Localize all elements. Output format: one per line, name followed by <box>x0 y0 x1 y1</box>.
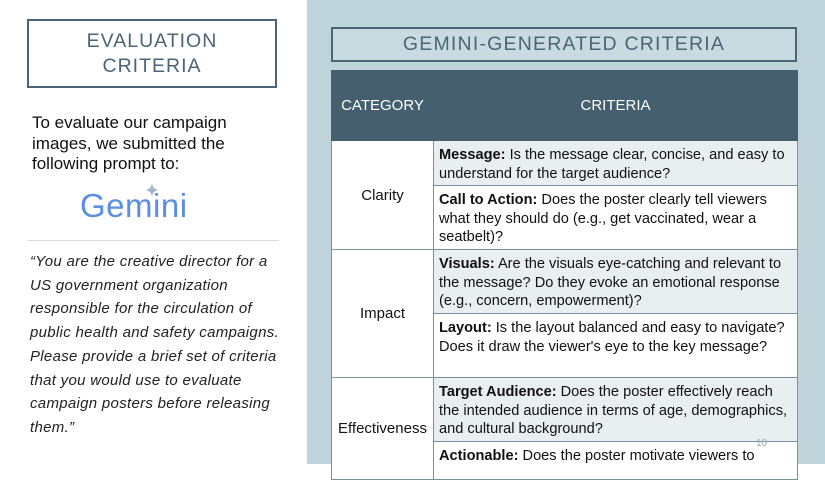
category-cell: Effectiveness <box>331 377 434 480</box>
prompt-quote: “You are the creative director for a US … <box>30 253 279 436</box>
criteria-cell: Layout: Is the layout balanced and easy … <box>433 313 798 379</box>
sparkle-icon <box>145 183 159 197</box>
criteria-text: Does the poster effectively reach the in… <box>439 384 788 438</box>
intro-text: To evaluate our campaign images, we subm… <box>32 113 227 173</box>
criteria-text: Does the poster clearly tell viewers wha… <box>439 192 767 246</box>
criteria-text: Is the message clear, concise, and easy … <box>439 147 785 182</box>
criteria-label: Actionable: <box>439 448 519 465</box>
criteria-label: Layout: <box>439 320 492 337</box>
left-panel: EVALUATION CRITERIA To evaluate our camp… <box>0 0 307 464</box>
title-line-2: CRITERIA <box>102 54 202 77</box>
gemini-criteria-title: GEMINI-GENERATED CRITERIA <box>331 27 797 62</box>
criteria-cell: Call to Action: Does the poster clearly … <box>433 185 798 251</box>
divider <box>27 240 279 241</box>
criteria-cell: Target Audience: Does the poster effecti… <box>433 377 798 443</box>
evaluation-criteria-title: EVALUATION CRITERIA <box>27 19 277 88</box>
table-row: Impact Visuals: Are the visuals eye-catc… <box>331 249 798 379</box>
gemini-logo: Gemini <box>80 183 200 228</box>
criteria-label: Message: <box>439 147 506 163</box>
criteria-label: Call to Action: <box>439 192 538 209</box>
category-cell: Impact <box>331 249 434 379</box>
table-row: Call to Action: Does the poster clearly … <box>332 185 798 251</box>
criteria-text: Is the layout balanced and easy to navig… <box>439 320 785 355</box>
header-criteria: CRITERIA <box>433 70 798 141</box>
table-row: Clarity Message: Is the message clear, c… <box>331 139 798 251</box>
criteria-text: Does the poster motivate viewers to <box>518 448 755 465</box>
header-category: CATEGORY <box>331 70 434 141</box>
criteria-table: CATEGORY CRITERIA Clarity Message: Is th… <box>331 70 798 480</box>
table-row: Effectiveness Target Audience: Does the … <box>331 377 798 480</box>
page-number: 10 <box>756 438 768 449</box>
criteria-cell: Message: Is the message clear, concise, … <box>433 139 798 187</box>
criteria-label: Target Audience: <box>439 384 557 401</box>
criteria-text: Are the visuals eye-catching and relevan… <box>439 256 782 310</box>
criteria-label: Visuals: <box>439 256 495 273</box>
right-panel: GEMINI-GENERATED CRITERIA CATEGORY CRITE… <box>307 0 825 480</box>
criteria-cell: Visuals: Are the visuals eye-catching an… <box>433 249 798 315</box>
title-line-1: EVALUATION <box>86 29 218 52</box>
table-header-row: CATEGORY CRITERIA <box>331 70 798 141</box>
category-cell: Clarity <box>331 139 434 251</box>
criteria-cell: Actionable: Does the poster motivate vie… <box>433 441 798 480</box>
gemini-logo-text: Gemini <box>80 187 188 224</box>
table-row: Layout: Is the layout balanced and easy … <box>332 313 798 379</box>
